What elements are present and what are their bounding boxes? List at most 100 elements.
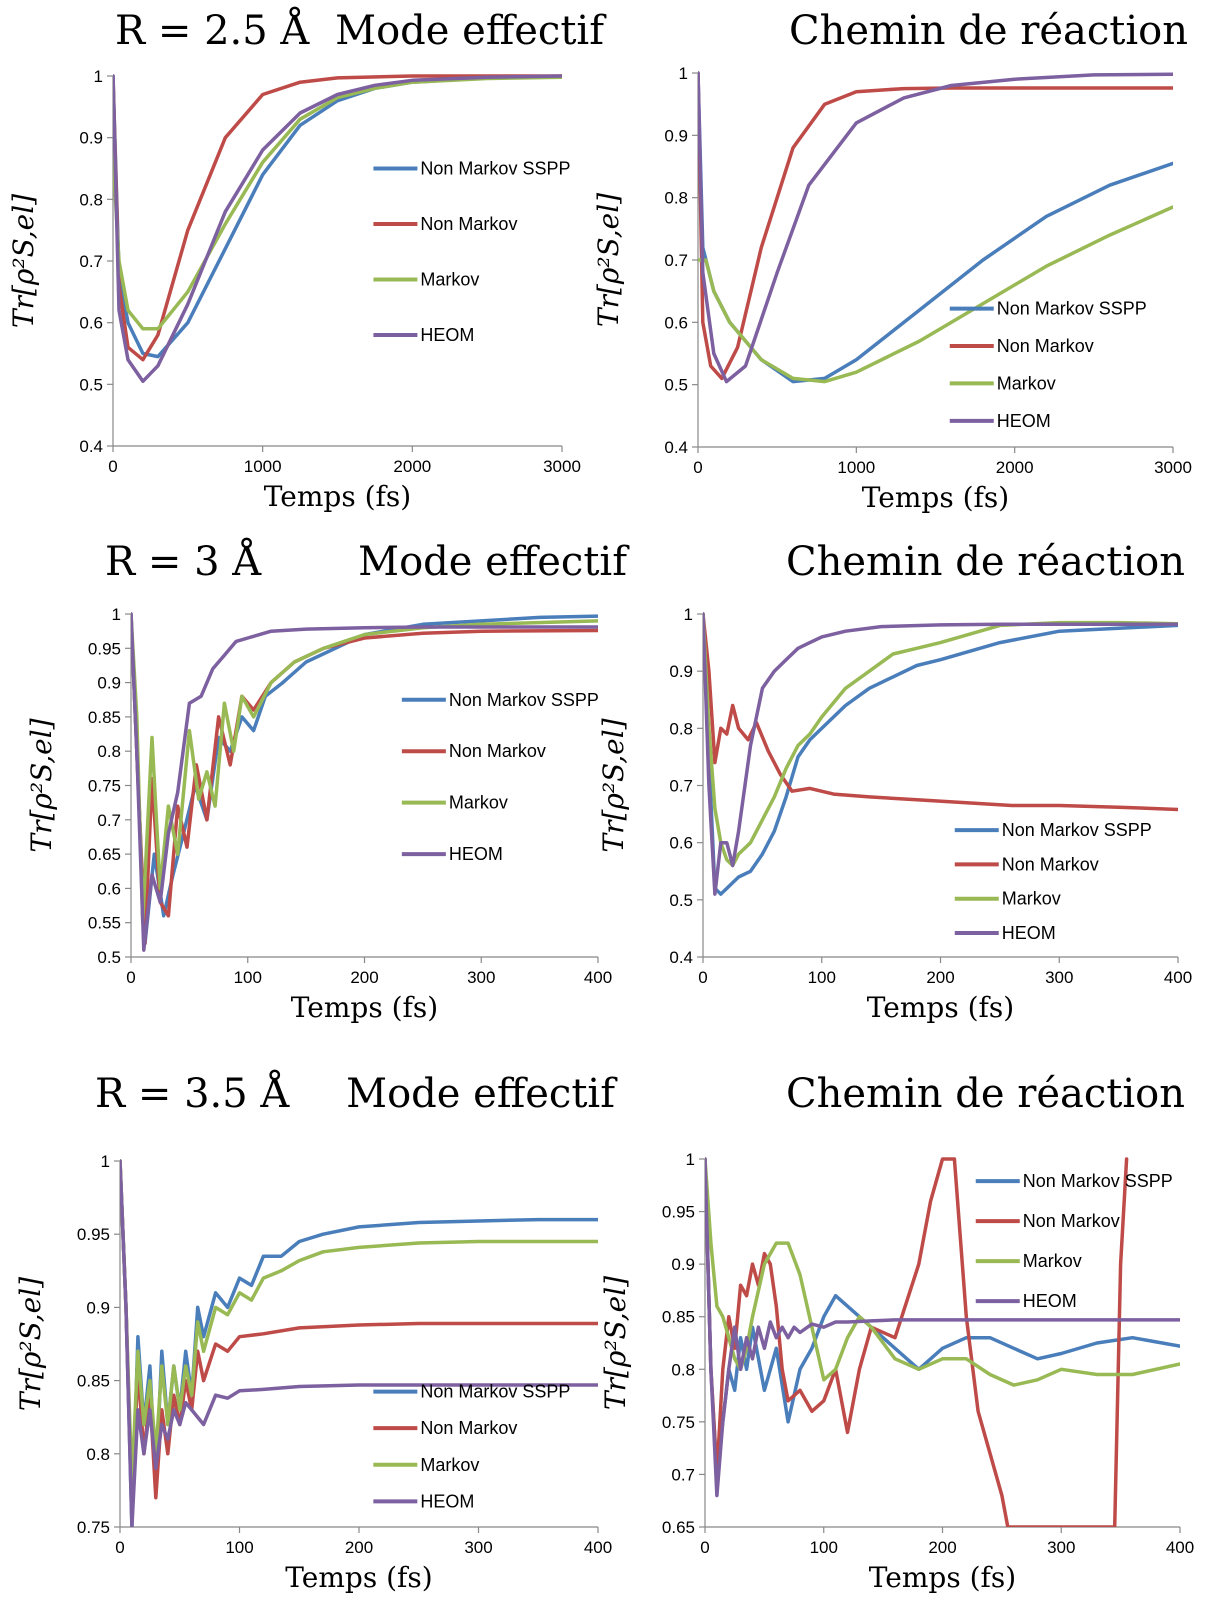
y-tick-label: 0.65 — [662, 1518, 695, 1537]
x-tick-label: 100 — [808, 968, 836, 987]
y-tick-label: 0.5 — [669, 891, 693, 910]
x-tick-label: 1000 — [837, 458, 875, 477]
y-tick-label: 0.6 — [664, 313, 688, 332]
y-tick-label: 0.95 — [88, 639, 121, 658]
y-tick-label: 0.7 — [664, 251, 688, 270]
x-tick-label: 400 — [1164, 968, 1192, 987]
series-group — [698, 71, 1173, 384]
series-line — [120, 1159, 598, 1515]
legend-label: Non Markov SSPP — [1023, 1171, 1173, 1191]
y-axis-label: Tr[ρ²S,el] — [25, 718, 58, 852]
chart-title: Chemin de réaction — [786, 1071, 1185, 1117]
legend-label: Non Markov — [420, 1418, 517, 1438]
y-axis-label: Tr[ρ²S,el] — [7, 194, 40, 328]
y-tick-label: 1 — [101, 1152, 110, 1171]
y-axis-label: Tr[ρ²S,el] — [592, 193, 625, 327]
x-tick-label: 100 — [234, 968, 262, 987]
y-tick-label: 0.85 — [88, 708, 121, 727]
x-tick-label: 100 — [810, 1538, 838, 1557]
legend-label: HEOM — [997, 411, 1051, 431]
chart-panel-3: Mode effectif 0.5 0.55 0.6 0.65 0.7 0.75 0.8 0.8… — [25, 539, 630, 1024]
x-tick-label: 300 — [464, 1538, 492, 1557]
y-tick-label: 0.5 — [664, 376, 688, 395]
x-axis-label: Temps (fs) — [867, 991, 1014, 1024]
legend-label: Non Markov — [420, 214, 517, 234]
y-tick-label: 0.4 — [669, 948, 693, 967]
series-line — [113, 74, 562, 384]
y-tick-label: 0.75 — [77, 1518, 110, 1537]
y-axis-label: Tr[ρ²S,el] — [14, 1277, 47, 1411]
y-axis-label: Tr[ρ²S,el] — [597, 718, 630, 852]
x-tick-label: 200 — [928, 1538, 956, 1557]
y-tick-label: 0.8 — [86, 1445, 110, 1464]
y-tick-label: 0.8 — [671, 1360, 695, 1379]
y-tick-label: 0.9 — [671, 1255, 695, 1274]
y-tick-label: 0.55 — [88, 914, 121, 933]
series-line — [131, 612, 598, 946]
x-tick-label: 200 — [345, 1538, 373, 1557]
chart-panel-1: Mode effectif 0.4 0.5 0.6 0.7 0.8 0.9 1 0 1000 200… — [7, 8, 607, 513]
x-tick-label: 200 — [926, 968, 954, 987]
y-tick-label: 0.9 — [79, 129, 103, 148]
y-tick-label: 0.7 — [97, 811, 121, 830]
series-group — [703, 612, 1178, 896]
series-line — [703, 612, 1178, 812]
legend-label: Non Markov — [449, 741, 546, 761]
x-axis-label: Temps (fs) — [862, 481, 1009, 514]
x-tick-label: 300 — [467, 968, 495, 987]
legend-label: Non Markov — [997, 336, 1094, 356]
legend-label: Markov — [420, 270, 479, 290]
legend-label: Markov — [1023, 1251, 1082, 1271]
series-line — [698, 205, 1173, 384]
y-tick-label: 1 — [112, 605, 121, 624]
y-tick-label: 0.65 — [88, 845, 121, 864]
x-tick-label: 0 — [115, 1538, 124, 1557]
series-line — [113, 74, 562, 362]
y-tick-label: 0.75 — [88, 777, 121, 796]
x-tick-label: 400 — [1166, 1538, 1194, 1557]
y-tick-label: 0.7 — [671, 1465, 695, 1484]
legend-label: Markov — [449, 793, 508, 813]
y-tick-label: 0.4 — [664, 438, 688, 457]
y-tick-label: 0.95 — [77, 1225, 110, 1244]
x-tick-label: 2000 — [393, 457, 431, 476]
y-tick-label: 1 — [686, 1150, 695, 1169]
y-tick-label: 0.8 — [664, 189, 688, 208]
y-tick-label: 0.9 — [669, 662, 693, 681]
chart-panel-4: Chemin de réaction 0.4 0.5 0.6 0.7 0.8 0.9 1 0 10… — [597, 539, 1192, 1024]
legend-label: HEOM — [1023, 1291, 1077, 1311]
legend-label: Non Markov — [1023, 1211, 1120, 1231]
series-group — [113, 74, 562, 384]
series-line — [703, 612, 1178, 868]
series-line — [698, 71, 1173, 381]
series-line — [120, 1159, 598, 1485]
y-tick-label: 0.6 — [669, 834, 693, 853]
x-tick-label: 0 — [698, 968, 707, 987]
legend-label: HEOM — [1002, 923, 1056, 943]
x-tick-label: 0 — [108, 457, 117, 476]
x-tick-label: 3000 — [543, 457, 581, 476]
legend-label: HEOM — [420, 1491, 474, 1511]
series-line — [120, 1159, 598, 1527]
y-tick-label: 0.85 — [662, 1308, 695, 1327]
y-tick-label: 0.85 — [77, 1372, 110, 1391]
series-line — [703, 612, 1178, 896]
x-tick-label: 2000 — [996, 458, 1034, 477]
x-tick-label: 300 — [1045, 968, 1073, 987]
y-tick-label: 0.6 — [79, 314, 103, 333]
y-tick-label: 1 — [94, 67, 103, 86]
y-tick-label: 0.4 — [79, 437, 103, 456]
y-tick-label: 0.9 — [664, 126, 688, 145]
y-axis-label: Tr[ρ²S,el] — [599, 1276, 632, 1410]
legend-label: Non Markov SSPP — [997, 299, 1147, 319]
x-tick-label: 0 — [693, 458, 702, 477]
y-tick-label: 0.95 — [662, 1203, 695, 1222]
legend-label: Markov — [997, 373, 1056, 393]
series-line — [113, 75, 562, 331]
series-line — [705, 1157, 1180, 1498]
chart-title: Mode effectif — [358, 539, 630, 585]
legend-label: HEOM — [420, 325, 474, 345]
legend-label: Non Markov SSPP — [420, 1382, 570, 1402]
legend-label: HEOM — [449, 844, 503, 864]
